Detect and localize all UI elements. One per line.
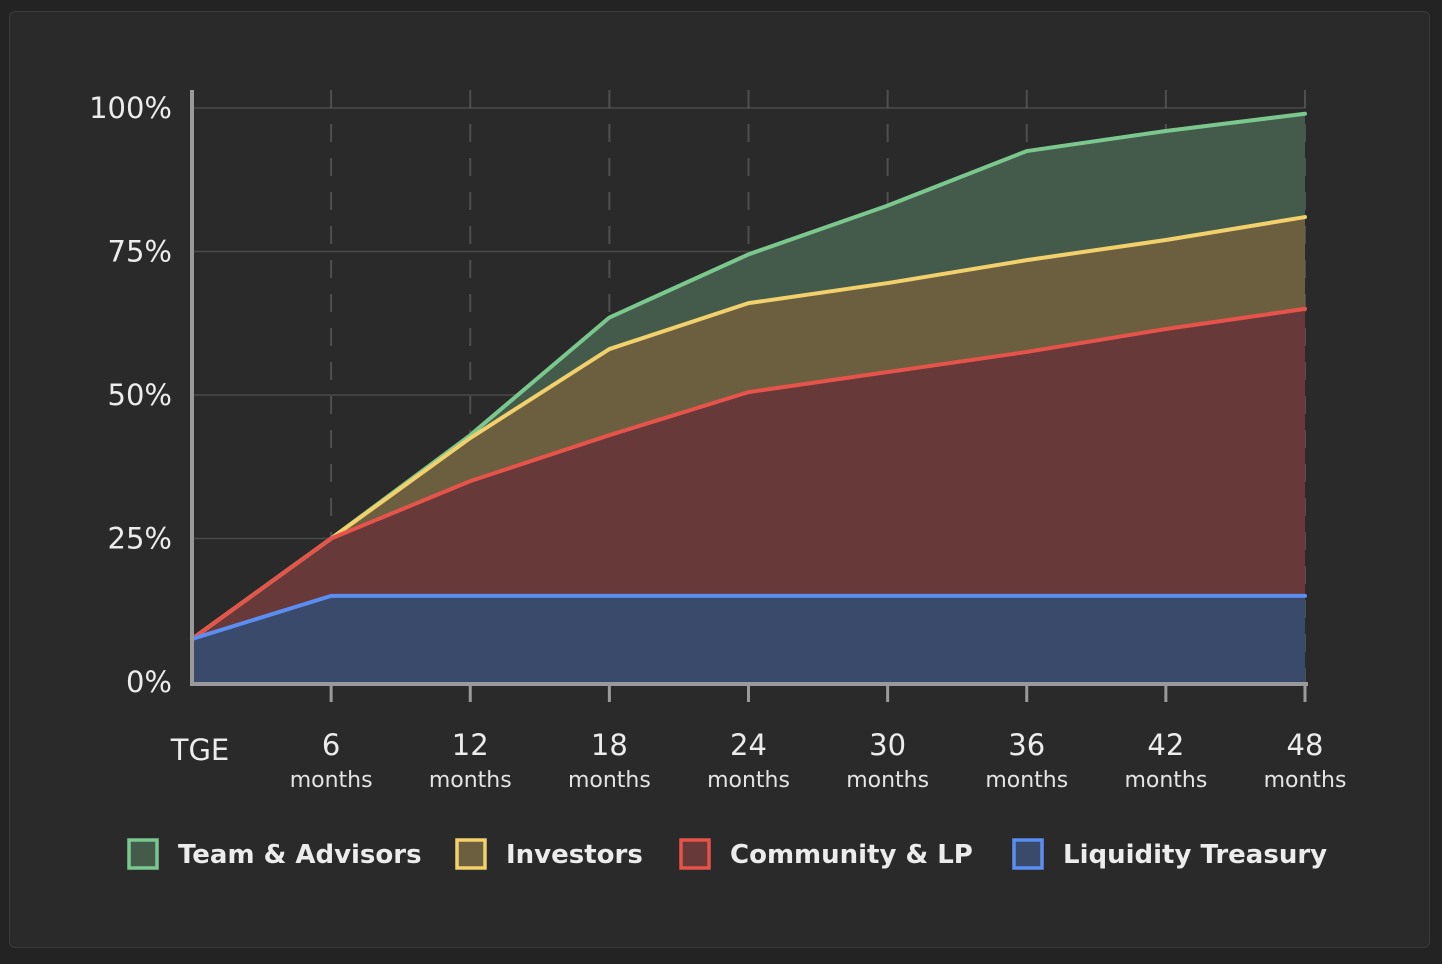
series-line-1 — [190, 306, 1307, 641]
y-tick-label: 0% — [126, 665, 172, 699]
x-tick-unit: months — [707, 768, 790, 793]
x-tick-unit: months — [846, 768, 929, 793]
legend-item: Liquidity Treasury — [1012, 838, 1327, 870]
legend-swatch — [679, 838, 711, 870]
axes — [190, 90, 1308, 702]
x-ticks: TGE 6 months 12 months 18 months 24 months 30 mont… — [170, 728, 1347, 793]
area-1 — [192, 308, 1305, 682]
areas — [192, 113, 1305, 683]
x-tick-label: 24 — [730, 728, 767, 762]
legend: Team & Advisors Investors Community & LP Li… — [127, 838, 1327, 870]
legend-item: Community & LP — [679, 838, 973, 870]
x-tick-label: 6 — [322, 728, 340, 762]
legend-label: Investors — [506, 840, 643, 870]
x-tick-unit: months — [1124, 768, 1207, 793]
x-tick-label: 30 — [869, 728, 906, 762]
y-tick-label: 75% — [108, 235, 172, 269]
x-tick-label: TGE — [170, 733, 230, 767]
x-tick-label: 18 — [591, 728, 628, 762]
x-tick-label: 12 — [452, 728, 489, 762]
x-tick-label: 42 — [1147, 728, 1184, 762]
x-tick-label: 48 — [1287, 728, 1324, 762]
y-tick-label: 100% — [89, 91, 172, 125]
x-tick-label: 36 — [1008, 728, 1045, 762]
y-ticks: 0% 25% 50% 75% 100% — [89, 91, 172, 699]
y-tick-label: 25% — [108, 522, 172, 556]
legend-label: Community & LP — [730, 840, 973, 870]
series-lines — [190, 111, 1307, 641]
legend-item: Investors — [455, 838, 643, 870]
x-tick-unit: months — [290, 768, 373, 793]
y-tick-label: 50% — [108, 378, 172, 412]
legend-label: Team & Advisors — [178, 840, 422, 870]
x-tick-unit: months — [429, 768, 512, 793]
x-tick-unit: months — [985, 768, 1068, 793]
series-line-2 — [190, 215, 1307, 641]
x-tick-unit: months — [568, 768, 651, 793]
legend-item: Team & Advisors — [127, 838, 422, 870]
series-line-0 — [190, 593, 1307, 641]
legend-swatch — [455, 838, 487, 870]
legend-label: Liquidity Treasury — [1063, 840, 1327, 870]
legend-swatch — [127, 838, 159, 870]
x-tick-unit: months — [1264, 768, 1347, 793]
area-0 — [192, 595, 1305, 682]
legend-swatch — [1012, 838, 1044, 870]
